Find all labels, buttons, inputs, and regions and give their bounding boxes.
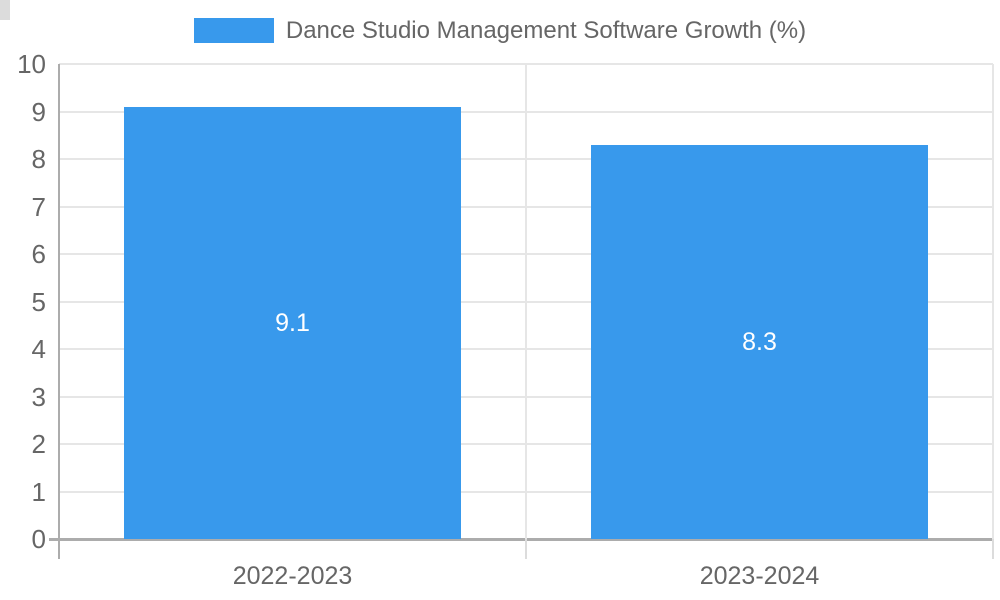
y-tick-mark	[0, 0, 10, 2]
y-tick-mark	[0, 14, 10, 16]
bar-value-label: 9.1	[275, 308, 310, 337]
y-axis-tick-label: 2	[31, 429, 46, 459]
legend-swatch	[193, 18, 274, 43]
bar-2023-2024[interactable]: 8.3	[591, 144, 928, 539]
legend-item[interactable]: Dance Studio Management Software Growth …	[0, 17, 1000, 44]
y-tick-mark	[0, 8, 10, 10]
y-tick-mark	[0, 10, 10, 12]
x-axis-line	[49, 537, 993, 541]
y-axis-line	[58, 64, 60, 559]
y-tick-mark	[0, 16, 10, 18]
y-tick-mark	[0, 18, 10, 20]
x-axis-tick-label: 2022-2023	[232, 562, 353, 590]
v-gridline	[525, 64, 527, 539]
y-axis-tick-label: 7	[31, 191, 46, 222]
x-tick-mark	[525, 539, 527, 559]
bar-value-label: 8.3	[742, 327, 777, 356]
x-tick-mark	[992, 539, 994, 559]
y-axis-tick-label: 8	[31, 144, 46, 174]
y-axis-tick-label: 10	[17, 49, 46, 79]
y-tick-mark	[0, 6, 10, 8]
x-axis-tick-label: 2023-2024	[699, 562, 820, 590]
y-axis-tick-label: 3	[31, 381, 46, 412]
y-tick-mark	[0, 12, 10, 14]
y-axis-tick-label: 5	[31, 286, 46, 317]
v-gridline	[992, 64, 994, 539]
y-tick-mark	[0, 2, 10, 4]
y-axis-tick-label: 6	[31, 239, 46, 269]
bar-2022-2023[interactable]: 9.1	[124, 106, 461, 539]
y-tick-mark	[0, 4, 10, 6]
y-axis-tick-label: 1	[31, 476, 46, 507]
legend-label: Dance Studio Management Software Growth …	[285, 17, 807, 44]
y-axis-tick-label: 9	[31, 96, 46, 127]
y-axis-tick-label: 4	[31, 334, 46, 364]
y-axis-tick-label: 0	[31, 524, 46, 554]
